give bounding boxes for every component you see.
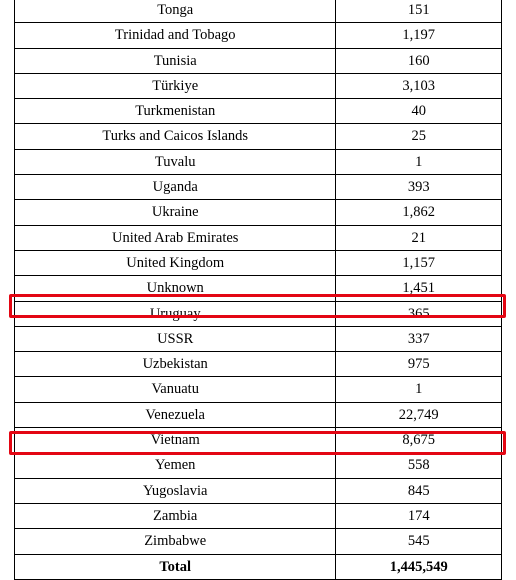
- value-cell: 40: [336, 99, 502, 124]
- country-cell: Uruguay: [15, 301, 336, 326]
- value-cell: 558: [336, 453, 502, 478]
- table-row: Ukraine1,862: [15, 200, 502, 225]
- country-cell: Vietnam: [15, 428, 336, 453]
- country-cell: Tunisia: [15, 48, 336, 73]
- country-cell: Tuvalu: [15, 149, 336, 174]
- value-cell: 1,451: [336, 276, 502, 301]
- value-cell: 1,197: [336, 23, 502, 48]
- total-row: Total1,445,549: [15, 554, 502, 579]
- table-row: Zimbabwe545: [15, 529, 502, 554]
- table-row: Türkiye3,103: [15, 73, 502, 98]
- country-cell: Ukraine: [15, 200, 336, 225]
- table-row: Uruguay365: [15, 301, 502, 326]
- table-row: USSR337: [15, 326, 502, 351]
- country-cell: Tonga: [15, 0, 336, 23]
- table-row: Tuvalu1: [15, 149, 502, 174]
- value-cell: 8,675: [336, 428, 502, 453]
- country-cell: United Kingdom: [15, 250, 336, 275]
- table-row: Unknown1,451: [15, 276, 502, 301]
- value-cell: 975: [336, 352, 502, 377]
- table-row: Vietnam8,675: [15, 428, 502, 453]
- value-cell: 25: [336, 124, 502, 149]
- country-cell: Turkmenistan: [15, 99, 336, 124]
- table-row: Yemen558: [15, 453, 502, 478]
- country-cell: Uzbekistan: [15, 352, 336, 377]
- country-cell: Trinidad and Tobago: [15, 23, 336, 48]
- country-cell: Unknown: [15, 276, 336, 301]
- country-cell: USSR: [15, 326, 336, 351]
- table-row: Tonga151: [15, 0, 502, 23]
- value-cell: 174: [336, 503, 502, 528]
- value-cell: 845: [336, 478, 502, 503]
- country-cell: Vanuatu: [15, 377, 336, 402]
- table-row: Yugoslavia845: [15, 478, 502, 503]
- value-cell: 393: [336, 175, 502, 200]
- value-cell: 1: [336, 377, 502, 402]
- total-value-cell: 1,445,549: [336, 554, 502, 579]
- country-cell: Uganda: [15, 175, 336, 200]
- table-row: Zambia174: [15, 503, 502, 528]
- value-cell: 1,862: [336, 200, 502, 225]
- country-cell: Türkiye: [15, 73, 336, 98]
- total-label-cell: Total: [15, 554, 336, 579]
- country-cell: United Arab Emirates: [15, 225, 336, 250]
- country-cell: Yemen: [15, 453, 336, 478]
- value-cell: 1,157: [336, 250, 502, 275]
- value-cell: 545: [336, 529, 502, 554]
- value-cell: 1: [336, 149, 502, 174]
- value-cell: 160: [336, 48, 502, 73]
- country-cell: Zimbabwe: [15, 529, 336, 554]
- value-cell: 337: [336, 326, 502, 351]
- country-cell: Turks and Caicos Islands: [15, 124, 336, 149]
- table-row: Tunisia160: [15, 48, 502, 73]
- value-cell: 21: [336, 225, 502, 250]
- value-cell: 22,749: [336, 402, 502, 427]
- table-container: Tonga151Trinidad and Tobago1,197Tunisia1…: [14, 0, 502, 580]
- table-row: Turks and Caicos Islands25: [15, 124, 502, 149]
- value-cell: 365: [336, 301, 502, 326]
- value-cell: 3,103: [336, 73, 502, 98]
- table-row: Vanuatu1: [15, 377, 502, 402]
- table-row: Uganda393: [15, 175, 502, 200]
- table-row: Uzbekistan975: [15, 352, 502, 377]
- table-row: United Arab Emirates21: [15, 225, 502, 250]
- table-row: Venezuela22,749: [15, 402, 502, 427]
- country-cell: Yugoslavia: [15, 478, 336, 503]
- table-row: United Kingdom1,157: [15, 250, 502, 275]
- value-cell: 151: [336, 0, 502, 23]
- table-row: Turkmenistan40: [15, 99, 502, 124]
- country-cell: Venezuela: [15, 402, 336, 427]
- table-row: Trinidad and Tobago1,197: [15, 23, 502, 48]
- country-cell: Zambia: [15, 503, 336, 528]
- country-table: Tonga151Trinidad and Tobago1,197Tunisia1…: [14, 0, 502, 580]
